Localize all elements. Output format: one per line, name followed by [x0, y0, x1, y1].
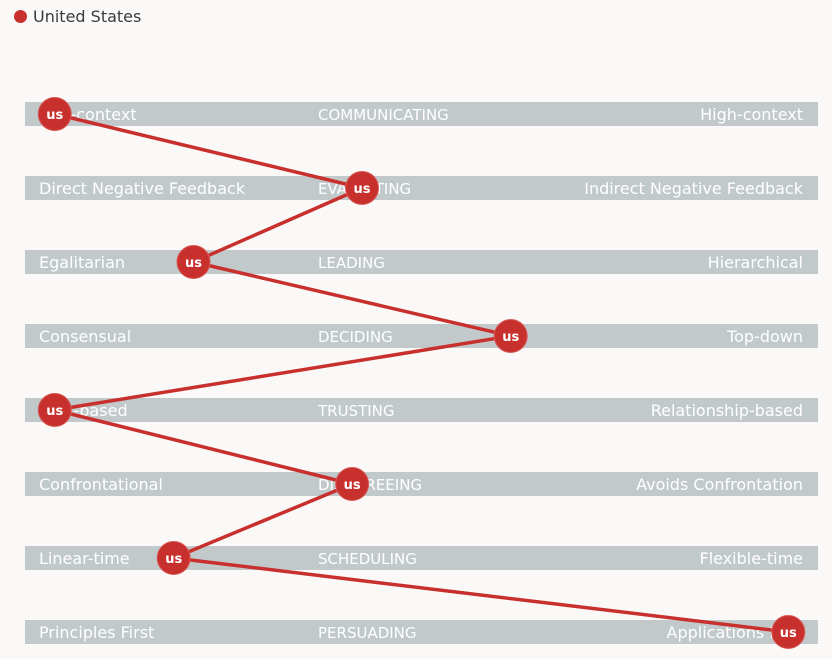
- dimension-name: SCHEDULING: [318, 550, 417, 568]
- dimension-right-label: Avoids Confrontation: [636, 475, 803, 494]
- dimension-left-label: Egalitarian: [39, 253, 125, 272]
- data-point-label: us: [354, 182, 371, 197]
- dimension-left-label: Linear-time: [39, 549, 130, 568]
- dimension-band: [25, 176, 818, 200]
- dimension-name: DECIDING: [318, 328, 393, 346]
- dimension-band: [25, 250, 818, 274]
- data-point: [37, 393, 72, 427]
- dimension-left-label: Principles First: [39, 623, 154, 642]
- legend: United States: [14, 7, 141, 26]
- dimension-right-label: Top-down: [726, 327, 803, 346]
- series-line: [52, 112, 789, 634]
- data-point-label: us: [780, 626, 797, 641]
- dimension-right-label: Relationship-based: [651, 401, 803, 420]
- dimension-band: [25, 472, 818, 496]
- dimension-name: LEADING: [318, 254, 385, 272]
- data-point-label: us: [185, 256, 202, 271]
- data-point: [345, 171, 380, 205]
- data-point-label: us: [165, 552, 182, 567]
- data-point: [176, 245, 211, 279]
- legend-label: United States: [33, 7, 142, 26]
- dimension-right-label: High-context: [700, 105, 803, 124]
- data-point: [771, 615, 806, 649]
- dimension-right-label: Flexible-time: [700, 549, 804, 568]
- data-point: [335, 467, 370, 501]
- dimension-right-label: Applications First: [667, 623, 804, 642]
- dimension-left-label: Consensual: [39, 327, 131, 346]
- data-point: [493, 319, 528, 353]
- dimension-band: [25, 324, 818, 348]
- data-point-label: us: [502, 330, 519, 345]
- data-point-label: us: [46, 404, 63, 419]
- dimension-left-label: Confrontational: [39, 475, 163, 494]
- dimension-band: [25, 102, 818, 126]
- dimension-right-label: Indirect Negative Feedback: [584, 179, 804, 198]
- dimension-name: PERSUADING: [318, 624, 417, 642]
- data-point: [156, 541, 191, 575]
- dimension-name: TRUSTING: [317, 402, 395, 420]
- dimension-left-label: Direct Negative Feedback: [39, 179, 246, 198]
- dimension-band: [25, 620, 818, 644]
- data-point-label: us: [344, 478, 361, 493]
- dimension-name: COMMUNICATING: [318, 106, 449, 124]
- data-point: [37, 97, 72, 131]
- legend-swatch-icon: [14, 10, 27, 23]
- data-point-label: us: [46, 108, 63, 123]
- dimension-band: [25, 398, 818, 422]
- dimension-right-label: Hierarchical: [708, 253, 803, 272]
